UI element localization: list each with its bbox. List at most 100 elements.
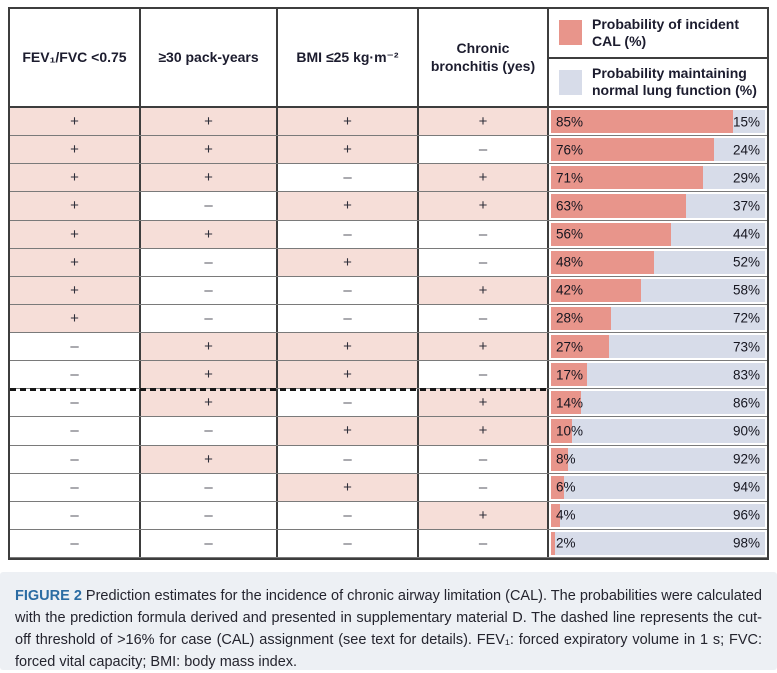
sign-cell-positive: +	[10, 276, 141, 304]
incident-cal-bar	[551, 363, 588, 387]
sign-cell-negative: –	[419, 361, 549, 389]
legend: Probability of incident CAL (%) Probabil…	[549, 9, 767, 106]
sign-cell-positive: +	[141, 361, 278, 389]
incident-cal-value: 27%	[556, 339, 584, 355]
header-bmi: BMI ≤25 kg·m⁻²	[278, 9, 419, 106]
sign-cell-negative: –	[278, 164, 419, 192]
sign-cell-positive: +	[278, 473, 419, 501]
stacked-bar: 2% 98%	[551, 531, 765, 555]
incident-cal-bar	[551, 110, 733, 134]
incident-cal-value: 10%	[556, 423, 584, 439]
table-row: + – – –28% 72%	[10, 304, 767, 333]
prediction-table: FEV₁/FVC <0.75 ≥30 pack-years BMI ≤25 kg…	[8, 7, 769, 560]
incident-cal-bar	[551, 475, 564, 499]
stacked-bar: 85% 15%	[551, 110, 765, 134]
sign-cell-positive: +	[10, 220, 141, 248]
incident-cal-value: 8%	[556, 451, 576, 467]
sign-cell-negative: –	[278, 276, 419, 304]
incident-cal-value: 63%	[556, 198, 584, 214]
probability-bar-cell: 48% 52%	[549, 249, 767, 276]
incident-cal-bar	[551, 419, 573, 443]
incident-cal-bar	[551, 222, 671, 246]
sign-cell-negative: –	[419, 136, 549, 164]
sign-cell-negative: –	[10, 333, 141, 361]
stacked-bar: 27% 73%	[551, 335, 765, 359]
stacked-bar: 6% 94%	[551, 475, 765, 499]
stacked-bar: 28% 72%	[551, 306, 765, 330]
sign-cell-negative: –	[141, 529, 278, 557]
incident-cal-value: 85%	[556, 114, 584, 130]
probability-bar-cell: 42% 58%	[549, 277, 767, 304]
sign-cell-negative: –	[419, 473, 549, 501]
cutoff-dashed-line	[10, 387, 549, 391]
stacked-bar: 8% 92%	[551, 447, 765, 471]
normal-function-swatch	[559, 69, 582, 95]
sign-cell-positive: +	[141, 445, 278, 473]
incident-cal-value: 17%	[556, 367, 584, 383]
normal-function-value: 98%	[732, 535, 760, 551]
incident-cal-bar	[551, 447, 569, 471]
sign-cell-positive: +	[10, 136, 141, 164]
figure-caption-text: Prediction estimates for the incidence o…	[15, 588, 763, 671]
sign-cell-positive: +	[278, 108, 419, 136]
sign-cell-positive: +	[10, 108, 141, 136]
sign-cell-negative: –	[278, 220, 419, 248]
sign-cell-negative: –	[141, 501, 278, 529]
probability-bar-cell: 56% 44%	[549, 221, 767, 248]
table-row: + – + –48% 52%	[10, 248, 767, 277]
sign-cell-negative: –	[419, 220, 549, 248]
incident-cal-bar	[551, 166, 703, 190]
incident-cal-value: 48%	[556, 254, 584, 270]
sign-cell-negative: –	[141, 417, 278, 445]
legend-label: Probability of incident CAL (%)	[592, 15, 740, 49]
table-row: – + + +27% 73%	[10, 333, 767, 362]
table-row: – – + +10% 90%	[10, 417, 767, 446]
normal-function-value: 90%	[732, 423, 760, 439]
sign-cell-positive: +	[419, 108, 549, 136]
sign-cell-positive: +	[419, 389, 549, 417]
table-row: + + + –76% 24%	[10, 136, 767, 165]
sign-cell-positive: +	[141, 164, 278, 192]
normal-function-value: 29%	[732, 170, 760, 186]
sign-cell-negative: –	[278, 304, 419, 332]
normal-function-value: 58%	[732, 282, 760, 298]
table-row: – – – –2% 98%	[10, 529, 767, 558]
table-row: – + – +14% 86%	[10, 389, 767, 418]
sign-cell-positive: +	[141, 220, 278, 248]
sign-cell-negative: –	[278, 389, 419, 417]
stacked-bar: 71% 29%	[551, 166, 765, 190]
sign-cell-negative: –	[10, 501, 141, 529]
legend-entry-incident-cal: Probability of incident CAL (%)	[549, 9, 767, 59]
probability-bar-cell: 27% 73%	[549, 333, 767, 360]
sign-cell-negative: –	[419, 445, 549, 473]
incident-cal-value: 14%	[556, 395, 584, 411]
incident-cal-value: 76%	[556, 142, 584, 158]
sign-cell-negative: –	[10, 445, 141, 473]
table-row: + – + +63% 37%	[10, 192, 767, 221]
sign-cell-positive: +	[141, 389, 278, 417]
sign-cell-positive: +	[419, 333, 549, 361]
stacked-bar: 17% 83%	[551, 363, 765, 387]
sign-cell-negative: –	[278, 501, 419, 529]
stacked-bar: 56% 44%	[551, 222, 765, 246]
sign-cell-positive: +	[278, 136, 419, 164]
sign-cell-negative: –	[419, 248, 549, 276]
stacked-bar: 48% 52%	[551, 250, 765, 274]
header-fev1-fvc: FEV₁/FVC <0.75	[10, 9, 141, 106]
sign-cell-positive: +	[141, 333, 278, 361]
probability-bar-cell: 85% 15%	[549, 108, 767, 135]
table-body: + + + +85% 15% + + + –76% 24% + + – +71% 29% + – + +63% 37%…	[10, 108, 767, 558]
table-row: – – – +4% 96%	[10, 501, 767, 530]
probability-bar-cell: 4% 96%	[549, 502, 767, 529]
incident-cal-value: 56%	[556, 226, 584, 242]
table-row: – – + –6% 94%	[10, 473, 767, 502]
figure-label: FIGURE 2	[15, 588, 82, 604]
table-row: + + + +85% 15%	[10, 108, 767, 137]
header-chronic-bronchitis: Chronic bronchitis (yes)	[419, 9, 549, 106]
sign-cell-negative: –	[278, 529, 419, 557]
sign-cell-negative: –	[10, 529, 141, 557]
incident-cal-value: 71%	[556, 170, 584, 186]
table-row: + – – +42% 58%	[10, 276, 767, 305]
normal-function-value: 44%	[732, 226, 760, 242]
sign-cell-negative: –	[419, 304, 549, 332]
